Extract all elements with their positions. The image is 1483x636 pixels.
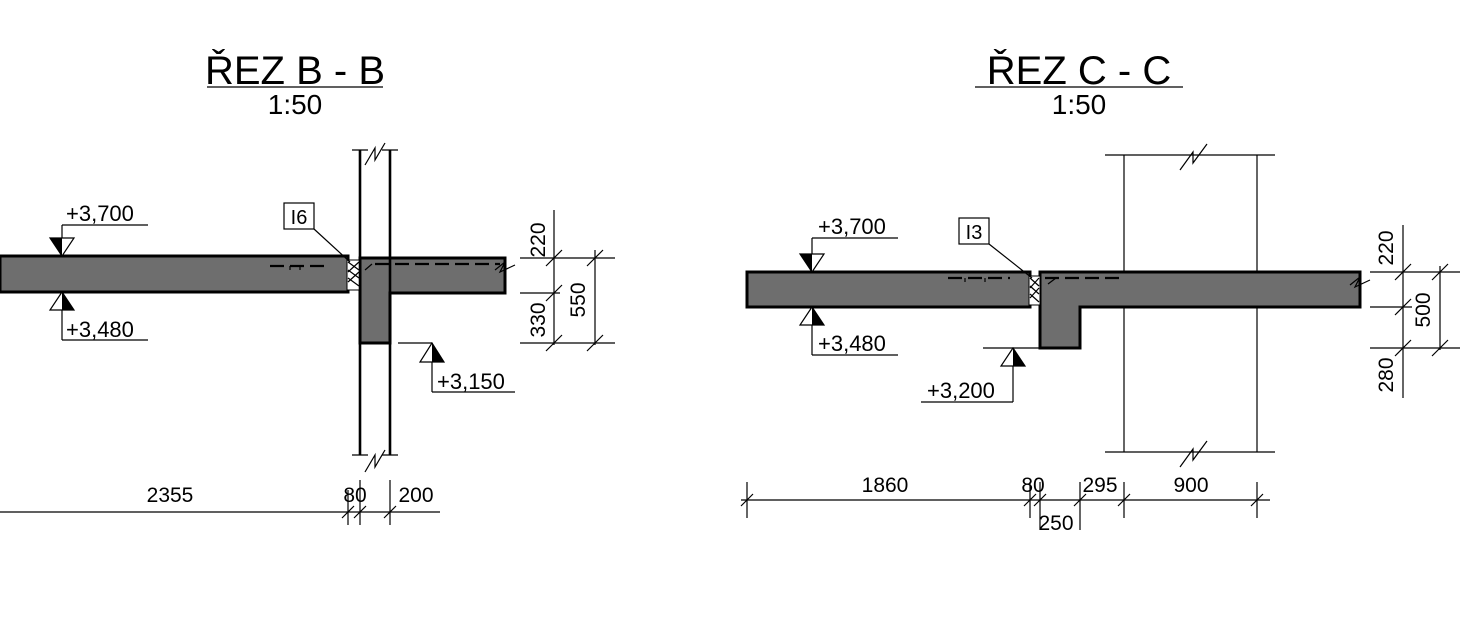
section-b-title: ŘEZ B - B	[205, 48, 385, 93]
section-c-dim-offset: 295	[1082, 474, 1117, 497]
section-b-dim-gap: 80	[343, 484, 366, 507]
section-c-level-top: +3,700	[798, 214, 898, 274]
section-b-break-top-icon	[364, 142, 386, 166]
section-b-level-bottom: +3,480	[48, 290, 148, 342]
section-b-dim-span: 2355	[147, 484, 194, 507]
section-b-level-top-label: +3,700	[66, 201, 134, 226]
section-c-level-bottom: +3,480	[798, 305, 898, 356]
section-b-dim-beam: 330	[527, 302, 550, 337]
section-c-slab-left	[745, 270, 1032, 309]
section-c-dim-beam: 250	[1038, 512, 1073, 535]
section-b-slab-beam	[358, 256, 507, 345]
section-c-joint-hatch	[1028, 275, 1041, 306]
section-c-break-bottom-icon	[1179, 440, 1208, 468]
section-c-break-top-icon	[1179, 143, 1208, 171]
section-c-tag-label: I3	[966, 222, 983, 244]
section-b-scale: 1:50	[268, 89, 323, 120]
section-b-break-bottom-icon	[364, 449, 386, 473]
section-b-dim-total: 550	[567, 282, 590, 317]
section-b-level-bottom-label: +3,480	[66, 317, 134, 342]
section-b-tag-label: I6	[291, 207, 308, 229]
section-c-level-beam: +3,200	[921, 346, 1040, 403]
section-c-slab-beam	[1038, 270, 1362, 350]
section-c-dim-beam: 280	[1375, 357, 1398, 392]
section-c-scale: 1:50	[1052, 89, 1107, 120]
section-b-dim-wall: 200	[398, 484, 433, 507]
section-b-level-top: +3,700	[48, 201, 148, 258]
section-c-dim-total: 500	[1412, 292, 1435, 327]
section-b-vertical-dims: 220 330 550	[520, 210, 615, 352]
section-c-level-beam-label: +3,200	[927, 378, 995, 403]
section-c-level-bottom-label: +3,480	[818, 331, 886, 356]
section-b-tag: I6	[283, 202, 351, 263]
section-c-dim-wall: 900	[1173, 474, 1208, 497]
section-b-horizontal-dims: 2355 80 200	[0, 480, 440, 525]
section-c: ŘEZ C - C 1:50 +3,700	[740, 48, 1460, 535]
section-c-vertical-dims: 220 500 280	[1370, 225, 1460, 398]
section-c-tag: I3	[958, 217, 1033, 279]
section-b-level-beam: +3,150	[398, 341, 515, 394]
section-c-horizontal-dims: 1860 80 250 295 900	[740, 474, 1270, 535]
section-b-dim-top: 220	[527, 222, 550, 257]
section-c-dim-gap: 80	[1021, 474, 1044, 497]
section-b: ŘEZ B - B 1:50 +3,700	[0, 48, 615, 525]
section-b-joint-hatch	[346, 259, 361, 291]
section-c-title: ŘEZ C - C	[987, 48, 1171, 93]
section-b-slab-left	[0, 254, 350, 294]
section-c-dim-span: 1860	[862, 474, 909, 497]
section-c-level-top-label: +3,700	[818, 214, 886, 239]
section-b-level-beam-label: +3,150	[437, 369, 505, 394]
section-c-dim-top: 220	[1375, 230, 1398, 265]
